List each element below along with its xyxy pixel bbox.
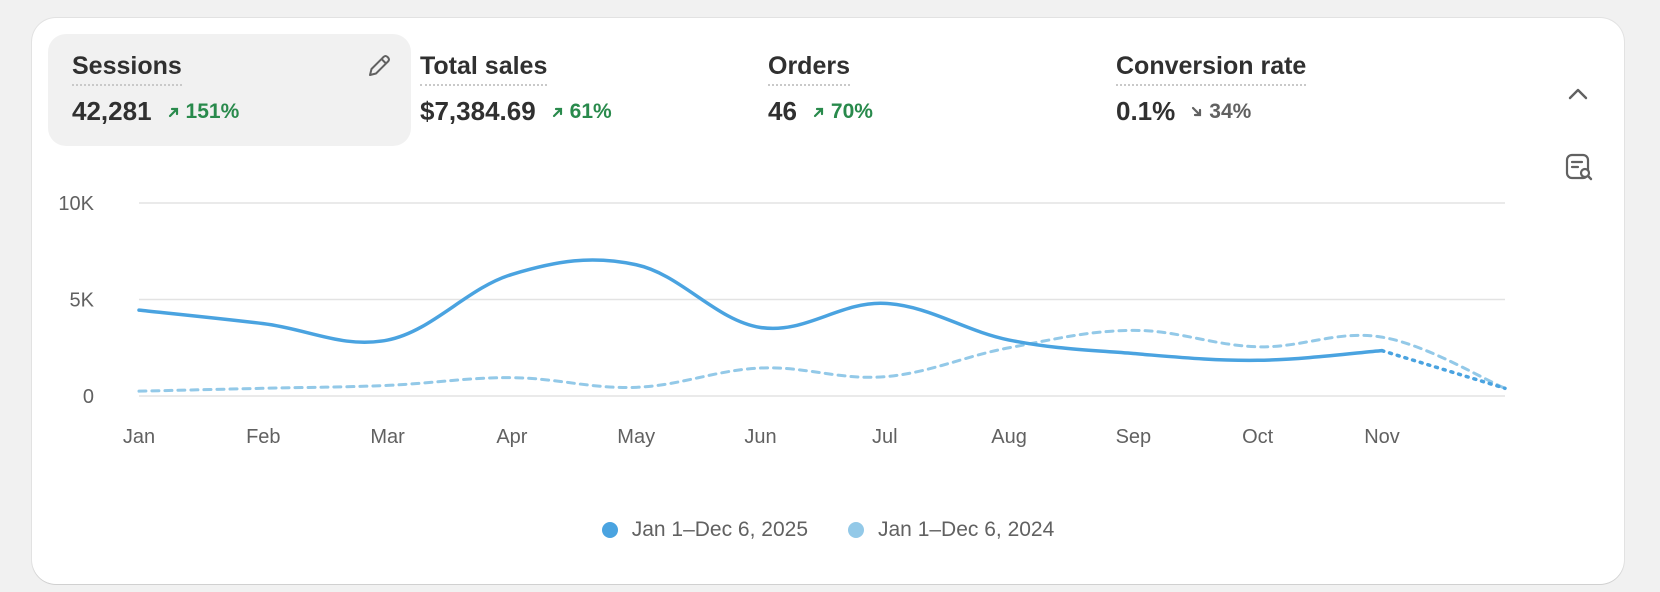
metric-row: 42,281 151% [72, 96, 387, 127]
x-tick-label: Nov [1364, 426, 1400, 448]
delta-badge: 61% [550, 100, 612, 124]
metric-title[interactable]: Total sales [420, 50, 548, 86]
legend-item-current[interactable]: Jan 1–Dec 6, 2025 [601, 518, 808, 542]
metric-total-sales[interactable]: Total sales $7,384.69 61% [396, 34, 759, 146]
delta-value: 34% [1209, 99, 1252, 123]
x-tick-label: May [617, 426, 655, 448]
metric-row: 46 70% [768, 96, 1083, 127]
x-tick-label: Apr [496, 426, 527, 448]
y-tick-label: 10K [58, 193, 94, 215]
arrow-up-right-icon [552, 107, 562, 117]
legend-item-previous[interactable]: Jan 1–Dec 6, 2024 [848, 518, 1054, 542]
series-line-2024 [137, 328, 1507, 393]
x-tick-label: Jan [123, 426, 155, 448]
x-tick-label: Jun [744, 426, 776, 448]
legend-label: Jan 1–Dec 6, 2024 [878, 518, 1055, 541]
metric-row: 0.1% 34% [1116, 96, 1431, 127]
metric-title[interactable]: Sessions [72, 50, 182, 86]
x-tick-label: Jul [872, 426, 898, 448]
x-tick-label: Sep [1116, 426, 1152, 448]
analytics-card: Sessions 42,281 151% Total sales $7,384.… [32, 18, 1624, 584]
metric-value: 46 [768, 96, 797, 126]
chart-legend: Jan 1–Dec 6, 2025 Jan 1–Dec 6, 2024 [32, 518, 1624, 542]
delta-value: 70% [830, 99, 873, 123]
legend-dot-previous [848, 522, 864, 538]
delta-badge: 151% [166, 99, 240, 124]
metric-title[interactable]: Orders [768, 50, 850, 86]
arrow-up-right-icon [168, 107, 178, 117]
metric-sessions[interactable]: Sessions 42,281 151% [48, 34, 411, 146]
arrow-up-right-icon [813, 107, 824, 117]
delta-value: 151% [185, 99, 240, 123]
legend-label: Jan 1–Dec 6, 2025 [631, 518, 808, 541]
metric-orders[interactable]: Orders 46 70% [744, 34, 1107, 146]
x-tick-label: Feb [246, 426, 280, 448]
pencil-icon[interactable] [365, 52, 393, 80]
sessions-line-chart: 10K 5K 0 Jan Feb Mar Apr May Jun Jul Aug Sep Oct Nov [58, 193, 1507, 448]
delta-badge: 70% [811, 100, 873, 124]
metrics-row: Sessions 42,281 151% Total sales $7,384.… [48, 34, 1608, 146]
series-line-2025-projected [1380, 348, 1507, 391]
series-line-2025 [137, 258, 1384, 363]
metric-row: $7,384.69 61% [420, 96, 735, 127]
delta-badge: 34% [1189, 100, 1251, 124]
y-tick-label: 5K [70, 290, 95, 312]
metric-conversion-rate[interactable]: Conversion rate 0.1% 34% [1092, 34, 1455, 146]
metric-title[interactable]: Conversion rate [1116, 50, 1307, 86]
explore-report-icon[interactable] [1564, 152, 1594, 182]
metric-value: 42,281 [72, 96, 152, 126]
x-tick-label: Aug [991, 426, 1027, 448]
metric-value: 0.1% [1116, 96, 1176, 126]
chevron-up-icon[interactable] [1564, 80, 1592, 108]
delta-value: 61% [569, 99, 612, 123]
legend-dot-current [601, 522, 618, 538]
x-tick-label: Mar [370, 426, 405, 448]
metric-value: $7,384.69 [420, 96, 536, 126]
arrow-down-right-icon [1192, 106, 1202, 116]
y-tick-label: 0 [83, 386, 94, 408]
x-tick-label: Oct [1242, 426, 1274, 448]
